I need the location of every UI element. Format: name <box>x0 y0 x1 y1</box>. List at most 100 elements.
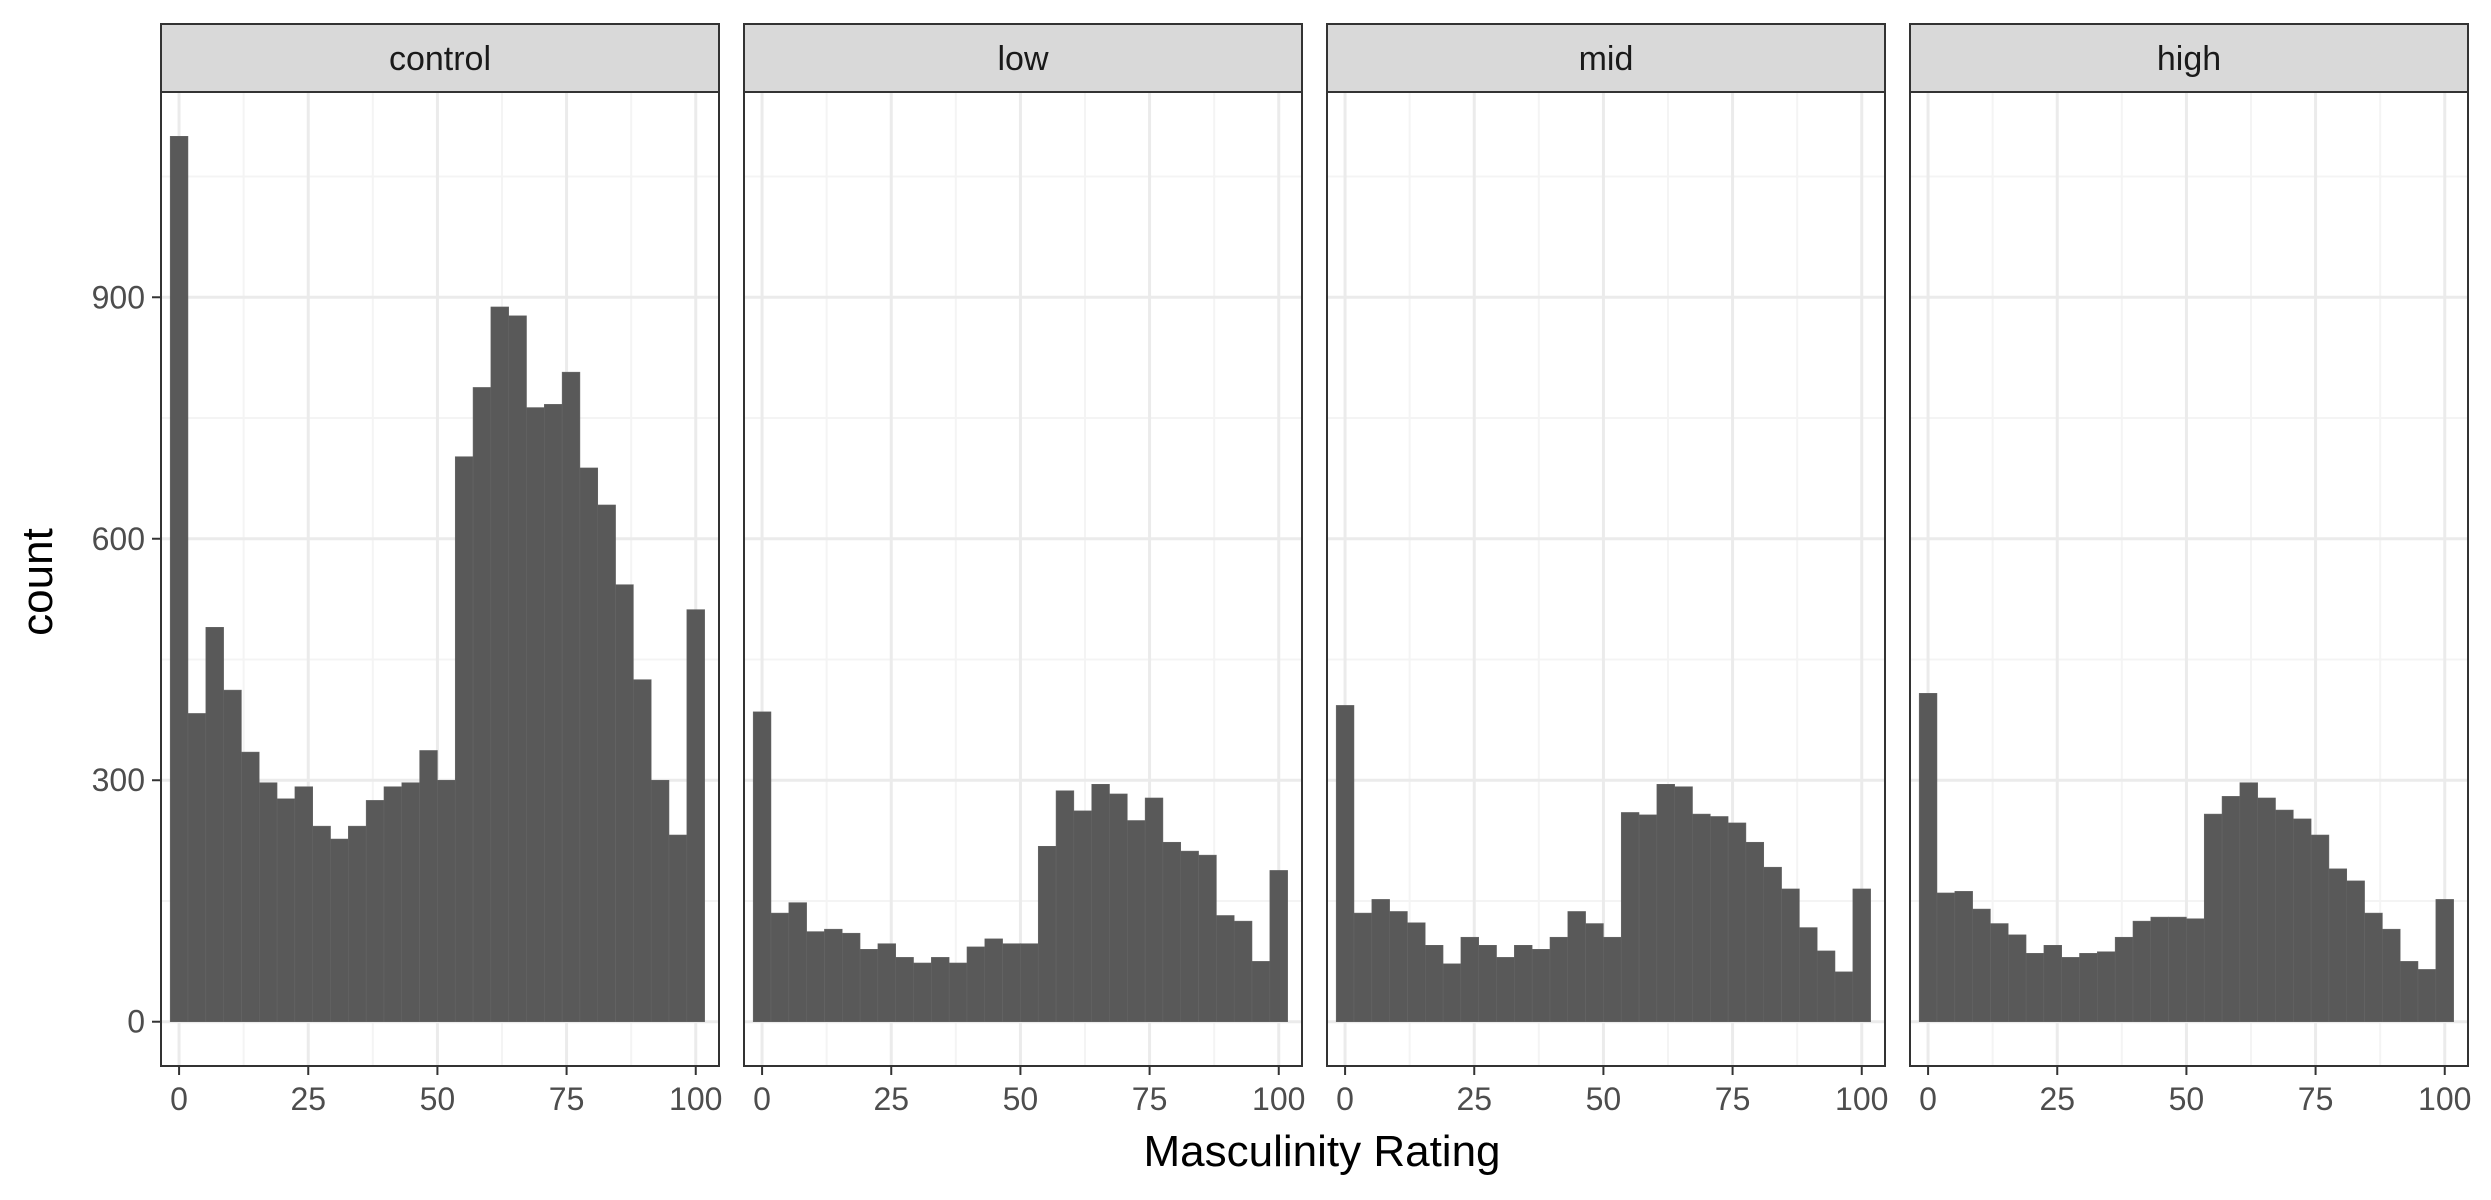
histogram-bar <box>1990 923 2009 1022</box>
facet-strip-label: control <box>389 40 491 78</box>
x-tick-label: 100 <box>2418 1081 2471 1117</box>
histogram-bar <box>2364 912 2383 1022</box>
histogram-bar <box>1442 963 1462 1022</box>
histogram-bar <box>2114 936 2134 1022</box>
histogram-bar <box>1496 957 1515 1022</box>
histogram-bar <box>615 584 634 1022</box>
histogram-bar <box>1460 936 1479 1022</box>
histogram-bar <box>383 786 403 1022</box>
facet-strip <box>1909 23 2469 93</box>
histogram-bar <box>1091 784 1110 1022</box>
histogram-bar <box>312 825 331 1022</box>
histogram-bar <box>2132 920 2152 1022</box>
histogram-bar <box>2221 796 2241 1022</box>
histogram-bar <box>1144 797 1164 1022</box>
x-tick-label: 75 <box>1715 1081 1751 1117</box>
histogram-bar <box>806 931 825 1022</box>
histogram-bar <box>2435 899 2454 1022</box>
histogram-bar <box>1638 814 1658 1022</box>
histogram-bar <box>1763 866 1782 1022</box>
x-tick-label: 25 <box>1456 1081 1492 1117</box>
facet-panel-low: low 0 25 50 75 100 <box>743 23 1305 1117</box>
histogram-bar <box>223 689 242 1022</box>
facet-panels: control 0 25 50 75 100 low 0 25 50 75 100 mid 0 25 50 75… <box>160 23 2471 1117</box>
histogram-bar <box>841 932 861 1022</box>
histogram-bar <box>1531 949 1551 1022</box>
x-tick-label: 25 <box>873 1081 909 1117</box>
histogram-bar <box>1389 911 1408 1022</box>
y-axis: 0 300 600 900 <box>92 279 161 1040</box>
x-tick-label: 50 <box>420 1081 456 1117</box>
x-tick-label: 50 <box>1003 1081 1039 1117</box>
histogram-bar <box>770 912 790 1022</box>
histogram-bar <box>2239 782 2258 1022</box>
histogram-bar <box>1233 920 1253 1022</box>
x-tick-label: 0 <box>1919 1081 1937 1117</box>
histogram-bar <box>2203 813 2223 1022</box>
histogram-bar <box>1936 892 1956 1022</box>
histogram-bar <box>187 713 207 1022</box>
histogram-bar <box>1020 943 1039 1022</box>
histogram-bar <box>454 456 474 1022</box>
histogram-bar <box>419 750 438 1022</box>
histogram-bar <box>1674 786 1693 1022</box>
histogram-bar <box>1216 915 1235 1022</box>
histogram-bar <box>472 387 492 1022</box>
x-axis-title: Masculinity Rating <box>1143 1127 1500 1176</box>
x-tick-label: 100 <box>1835 1081 1888 1117</box>
histogram-bar <box>561 371 581 1022</box>
histogram-bar <box>2328 868 2348 1022</box>
histogram-bar <box>2293 818 2312 1022</box>
y-tick-label: 300 <box>92 762 145 798</box>
histogram-bar <box>1710 816 1729 1022</box>
histogram-bar <box>169 136 189 1022</box>
histogram-bar <box>895 957 914 1022</box>
histogram-bar <box>490 306 509 1022</box>
histogram-bar <box>984 938 1003 1022</box>
histogram-bar <box>2257 797 2276 1022</box>
histogram-bar <box>1603 936 1622 1022</box>
y-tick-label: 0 <box>127 1004 145 1040</box>
x-tick-label: 50 <box>2169 1081 2205 1117</box>
x-tick-label: 0 <box>1336 1081 1354 1117</box>
histogram-bar <box>1514 945 1533 1022</box>
histogram-bar <box>2310 834 2330 1022</box>
histogram-bar <box>508 315 527 1022</box>
x-tick-label: 100 <box>1252 1081 1305 1117</box>
panel-background <box>1910 92 2468 1066</box>
histogram-bar <box>1972 908 1991 1022</box>
facet-strip <box>743 23 1303 93</box>
histogram-bar <box>2150 916 2169 1022</box>
histogram-bar <box>1727 822 1747 1022</box>
histogram-bar <box>1549 936 1569 1022</box>
histogram-bar <box>859 949 879 1022</box>
histogram-bar <box>1073 810 1092 1022</box>
histogram-bar <box>401 782 420 1022</box>
panel-background <box>1327 92 1885 1066</box>
x-tick-label: 75 <box>1132 1081 1168 1117</box>
histogram-bar <box>824 928 843 1022</box>
facet-panel-control: control 0 25 50 75 100 <box>160 23 722 1117</box>
facet-strip-label: high <box>2157 40 2221 78</box>
facet-strip-label: low <box>997 40 1048 78</box>
histogram-bar <box>2275 809 2294 1022</box>
histogram-bar <box>948 962 968 1022</box>
facet-panel-mid: mid 0 25 50 75 100 <box>1326 23 1888 1117</box>
histogram-bar <box>1407 922 1426 1022</box>
histogram-bar <box>579 467 599 1022</box>
x-tick-label: 50 <box>1586 1081 1622 1117</box>
histogram-bar <box>913 962 932 1022</box>
histogram-bar <box>2417 969 2437 1022</box>
histogram-bar <box>2079 953 2098 1022</box>
y-tick-label: 600 <box>92 521 145 557</box>
histogram-bar <box>1478 945 1497 1022</box>
histogram-bar <box>597 504 616 1022</box>
histogram-bar <box>1918 693 1938 1022</box>
histogram-bar <box>258 782 278 1022</box>
histogram-bar <box>1251 961 1271 1022</box>
histogram-bar <box>1799 927 1818 1022</box>
histogram-bar <box>205 627 224 1022</box>
histogram-bar <box>1692 813 1711 1022</box>
x-tick-label: 0 <box>170 1081 188 1117</box>
